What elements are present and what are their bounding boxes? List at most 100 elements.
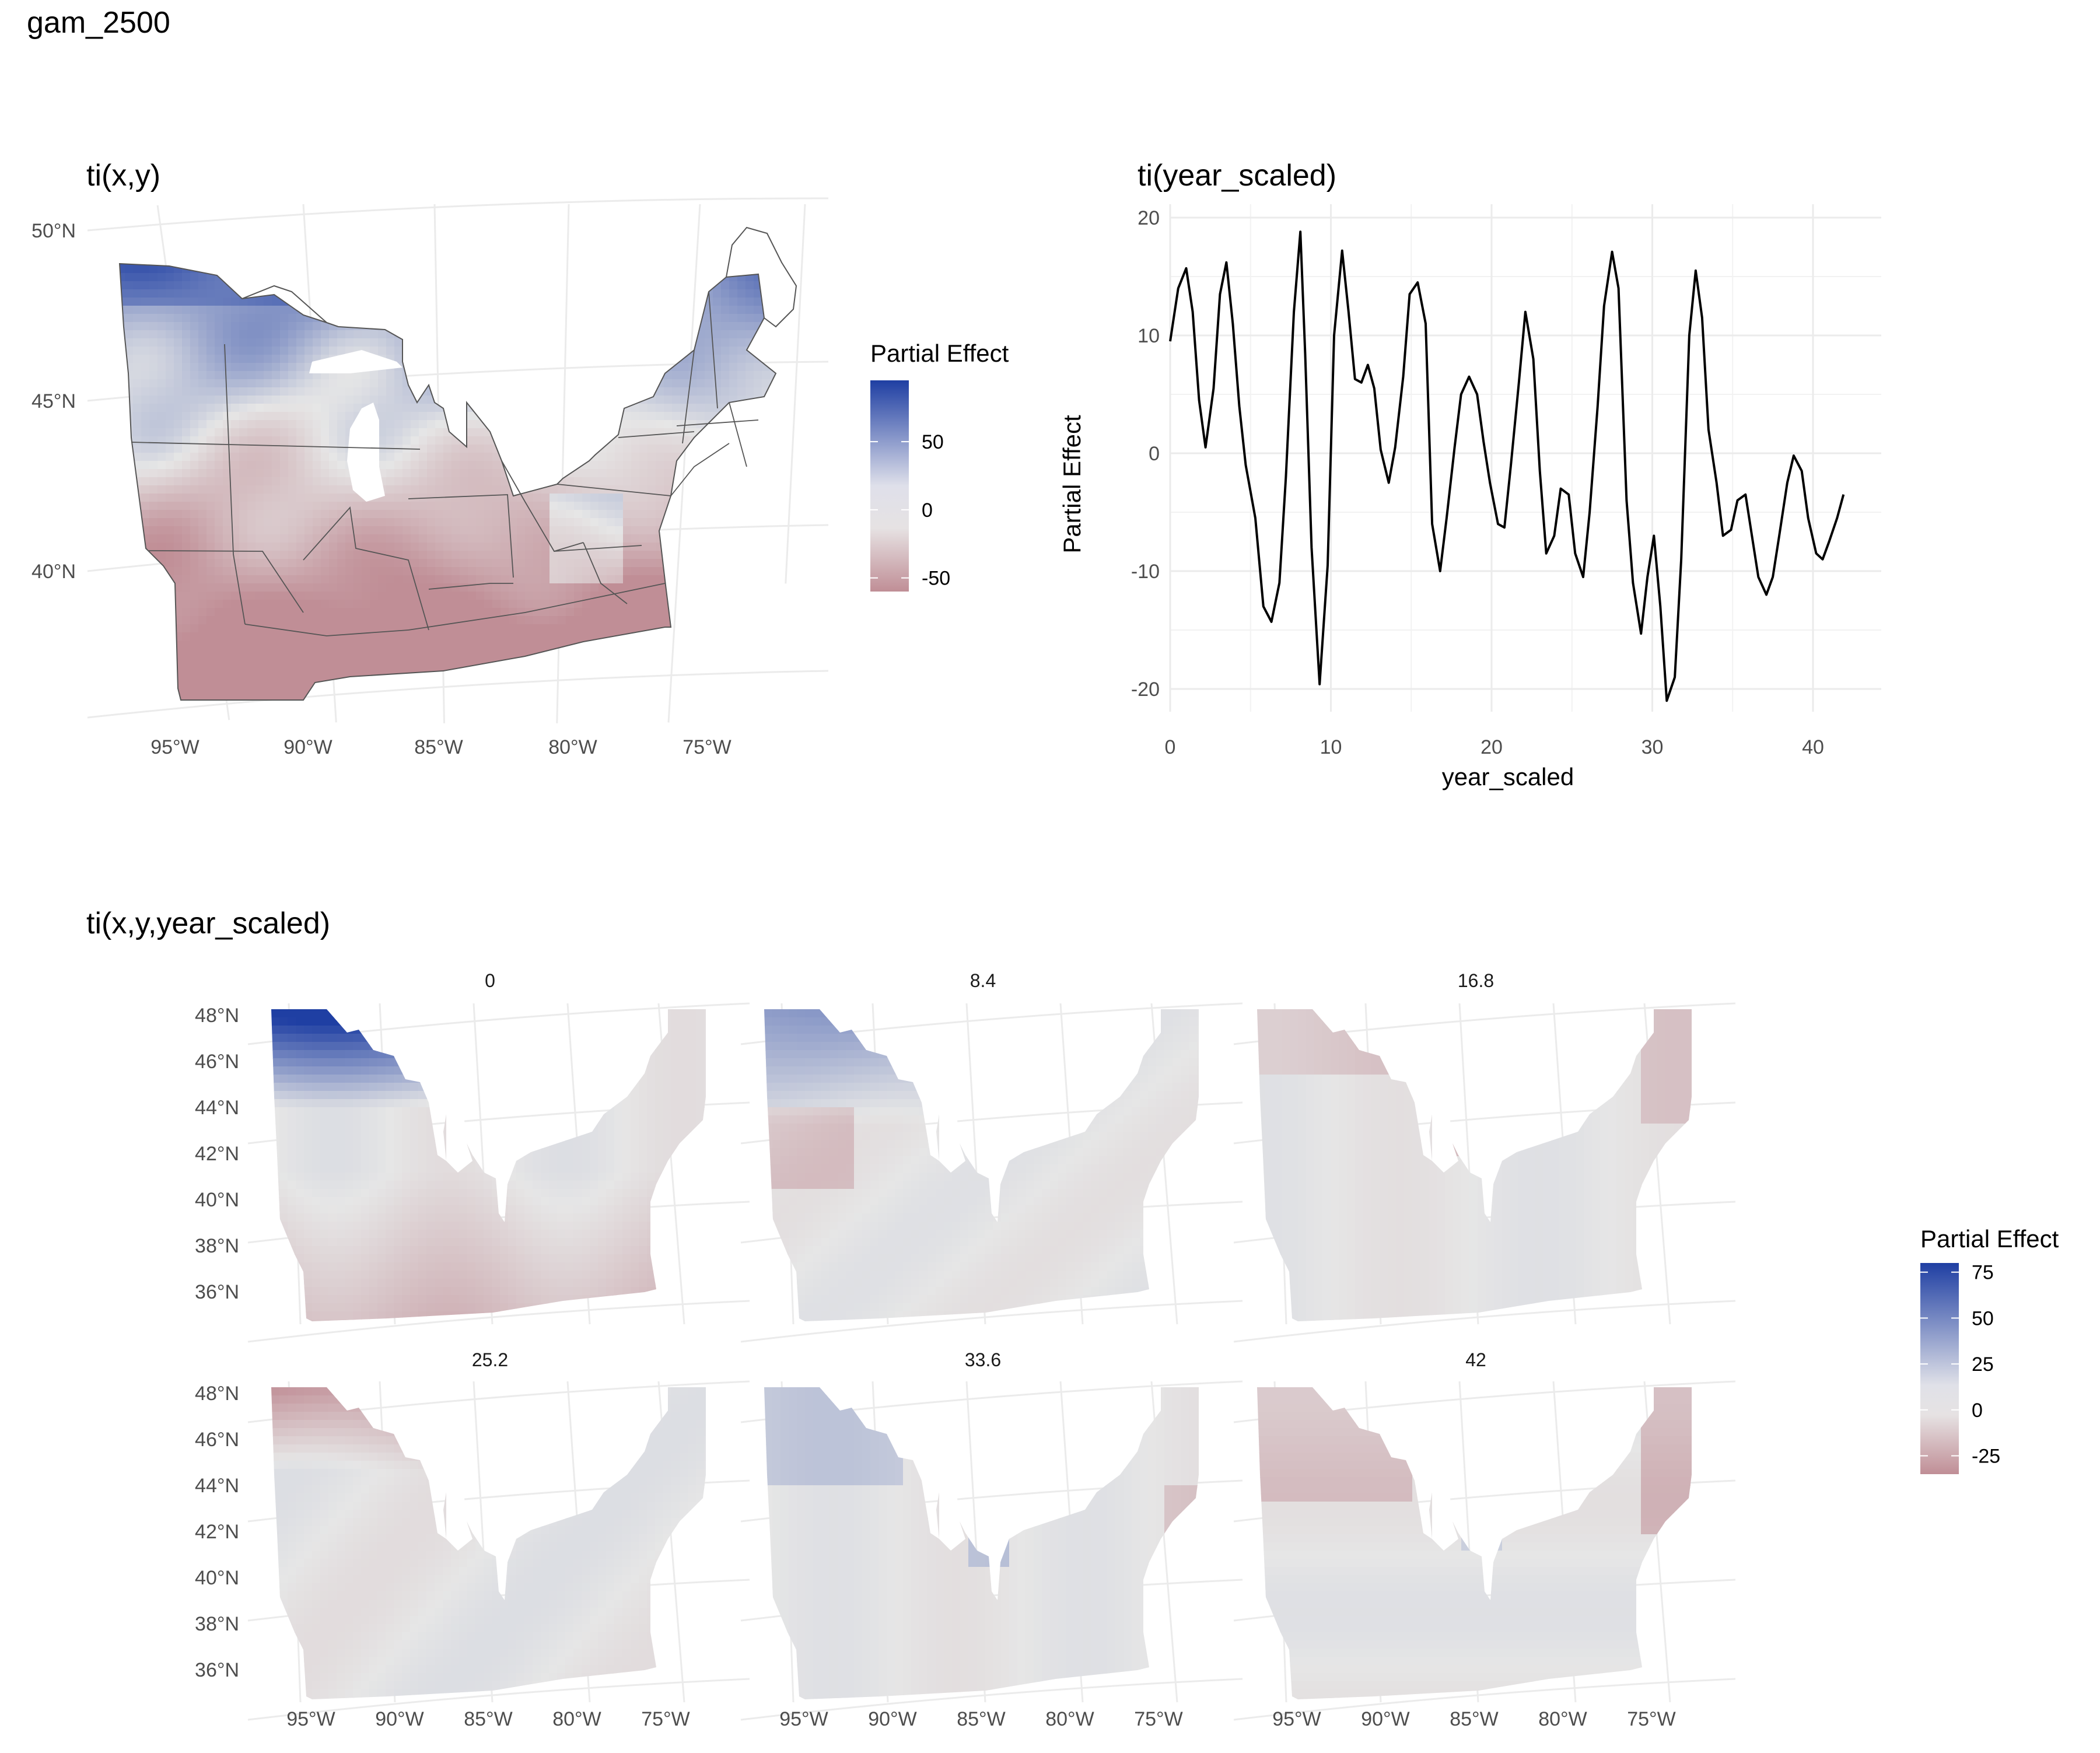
heatmap-cell xyxy=(321,445,330,453)
heatmap-cell xyxy=(280,371,289,380)
heatmap-cell xyxy=(541,412,550,421)
heatmap-cell xyxy=(501,257,509,265)
heatmap-cell xyxy=(566,575,575,584)
heatmap-cell xyxy=(460,494,468,502)
heatmap-cell xyxy=(402,534,411,543)
heatmap-cell xyxy=(345,681,354,690)
heatmap-cell xyxy=(746,575,754,584)
heatmap-cell xyxy=(206,575,215,584)
heatmap-cell xyxy=(778,510,787,519)
heatmap-cell xyxy=(198,420,207,429)
heatmap-cell xyxy=(443,690,452,698)
heatmap-cell xyxy=(239,583,248,592)
heatmap-cell xyxy=(639,363,648,372)
heatmap-cell xyxy=(166,526,174,535)
heatmap-cell xyxy=(182,314,191,323)
heatmap-cell xyxy=(223,494,232,502)
heatmap-cell xyxy=(239,681,248,690)
x-tick-label: 85°W xyxy=(414,736,463,758)
heatmap-cell xyxy=(704,1009,713,1018)
heatmap-cell xyxy=(762,298,771,306)
heatmap-cell xyxy=(329,379,338,388)
heatmap-cell xyxy=(378,347,387,355)
heatmap-cell xyxy=(256,657,264,666)
heatmap-cell xyxy=(117,338,125,347)
heatmap-cell xyxy=(541,632,550,641)
heatmap-cell xyxy=(264,306,272,314)
heatmap-cell xyxy=(476,363,485,372)
heatmap-cell xyxy=(533,1034,541,1042)
heatmap-cell xyxy=(411,428,419,437)
heatmap-cell xyxy=(337,428,346,437)
heatmap-cell xyxy=(582,387,591,396)
heatmap-cell xyxy=(133,265,142,274)
heatmap-cell xyxy=(712,1042,721,1051)
heatmap-cell xyxy=(656,502,664,510)
heatmap-cell xyxy=(737,330,746,339)
heatmap-cell xyxy=(582,404,591,412)
heatmap-cell xyxy=(394,681,403,690)
heatmap-cell xyxy=(264,387,272,396)
heatmap-cell xyxy=(223,510,232,519)
heatmap-cell xyxy=(149,485,158,494)
heatmap-cell xyxy=(206,632,215,641)
heatmap-cell xyxy=(501,624,509,633)
heatmap-cell xyxy=(280,616,289,625)
heatmap-cell xyxy=(427,551,436,559)
heatmap-cell xyxy=(133,379,142,388)
heatmap-cell xyxy=(648,412,656,421)
heatmap-cell xyxy=(329,592,338,600)
heatmap-cell xyxy=(247,428,256,437)
heatmap-cell xyxy=(296,494,305,502)
heatmap-cell xyxy=(166,436,174,445)
heatmap-cell xyxy=(321,510,330,519)
heatmap-cell xyxy=(239,273,248,282)
heatmap-cell xyxy=(198,289,207,298)
heatmap-cell xyxy=(680,265,689,274)
heatmap-cell xyxy=(279,1017,288,1026)
heatmap-cell xyxy=(386,404,395,412)
heatmap-cell xyxy=(394,575,403,584)
heatmap-cell xyxy=(566,526,575,535)
heatmap-cell xyxy=(688,600,697,608)
graticule-parallel xyxy=(88,198,828,230)
heatmap-cell xyxy=(117,518,125,527)
heatmap-cell xyxy=(452,575,460,584)
heatmap-cell xyxy=(770,624,779,633)
heatmap-cell xyxy=(174,616,183,625)
heatmap-cell xyxy=(435,485,444,494)
heatmap-cell xyxy=(607,665,615,674)
heatmap-cell xyxy=(296,396,305,404)
heatmap-cell xyxy=(198,592,207,600)
heatmap-cell xyxy=(419,338,428,347)
heatmap-cell xyxy=(288,641,297,649)
heatmap-cell xyxy=(501,649,509,657)
heatmap-cell xyxy=(688,575,697,584)
heatmap-cell xyxy=(737,412,746,421)
heatmap-cell xyxy=(182,420,191,429)
heatmap-cell xyxy=(378,420,387,429)
heatmap-cell xyxy=(256,273,264,282)
heatmap-cell xyxy=(190,363,199,372)
heatmap-cell xyxy=(452,298,460,306)
heatmap-cell xyxy=(623,510,632,519)
heatmap-cell xyxy=(770,616,779,625)
heatmap-cell xyxy=(296,347,305,355)
heatmap-cell xyxy=(615,257,624,265)
heatmap-cell xyxy=(190,289,199,298)
heatmap-cell xyxy=(533,355,542,363)
heatmap-cell xyxy=(141,600,150,608)
heatmap-cell xyxy=(362,289,370,298)
heatmap-cell xyxy=(476,428,485,437)
heatmap-cell xyxy=(443,322,452,331)
heatmap-cell xyxy=(215,543,223,551)
heatmap-cell xyxy=(688,404,697,412)
heatmap-cell xyxy=(443,1042,452,1051)
heatmap-cell xyxy=(141,371,150,380)
heatmap-cell xyxy=(125,428,134,437)
heatmap-cell xyxy=(501,526,509,535)
heatmap-cell xyxy=(746,632,754,641)
heatmap-cell xyxy=(402,485,411,494)
heatmap-cell xyxy=(304,673,313,682)
heatmap-cell xyxy=(411,690,419,698)
